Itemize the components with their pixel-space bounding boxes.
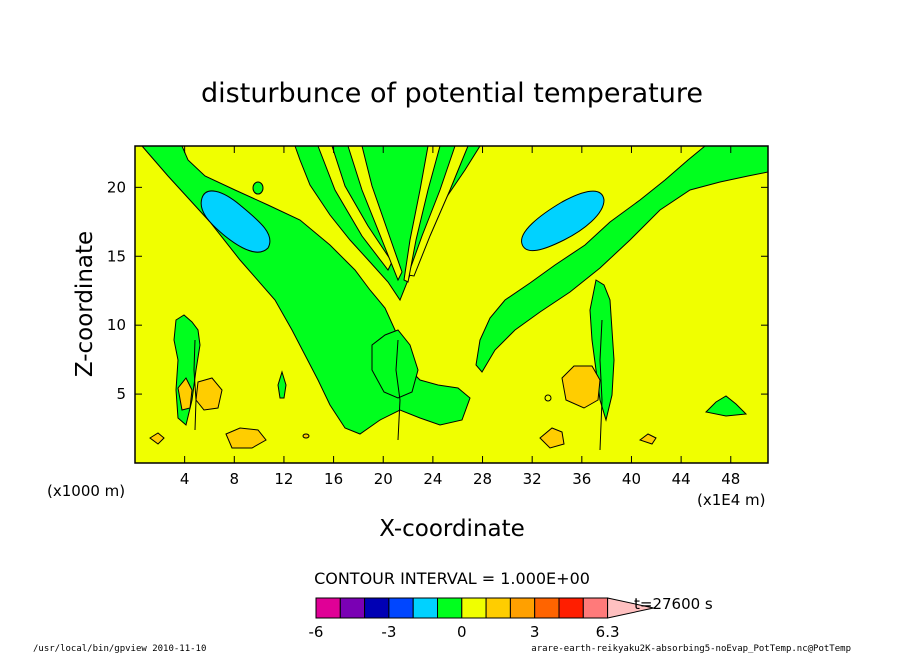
green-patch-small <box>277 370 287 399</box>
x-tick-label: 4 <box>180 470 190 488</box>
x-tick-label: 16 <box>324 470 343 488</box>
green-patch-mid <box>371 329 419 399</box>
colorbar-swatch <box>388 597 414 619</box>
x-tick-label: 32 <box>523 470 542 488</box>
y-unit-note: (x1000 m) <box>47 482 125 500</box>
x-tick-label: 12 <box>274 470 293 488</box>
x-tick-label: 8 <box>230 470 240 488</box>
colorbar-swatch <box>509 597 536 619</box>
vertical-streak-mid <box>395 339 401 441</box>
y-tick-label: 15 <box>107 247 126 265</box>
colorbar-swatch <box>582 597 609 619</box>
green-patch-far-right <box>704 395 748 417</box>
contour-speck <box>252 181 264 195</box>
colorbar-swatch <box>534 597 560 619</box>
colorbar-swatch <box>485 597 511 619</box>
orange-patch-right-3 <box>638 433 657 445</box>
colorbar-swatch <box>315 597 341 619</box>
x-tick-label: 48 <box>721 470 740 488</box>
colorbar-swatch <box>461 597 487 619</box>
colorbar-swatch <box>558 597 584 619</box>
colorbar-overflow-triangle <box>607 597 654 619</box>
y-axis-label: Z-coordinate <box>72 231 98 377</box>
footer-right: arare-earth-reikyaku2K-absorbing5-noEvap… <box>531 644 851 654</box>
colorbar-label: 0 <box>457 623 467 641</box>
colorbar-swatch <box>339 597 366 619</box>
orange-patch-right-2 <box>539 427 565 449</box>
colorbar-label: 3 <box>530 623 540 641</box>
time-label: t=27600 s <box>634 595 713 613</box>
yellow-fan-stripe-3 <box>407 145 469 277</box>
y-tick-label: 10 <box>107 316 126 334</box>
cyan-left-lens <box>200 190 271 253</box>
colorbar-label: -3 <box>381 623 396 641</box>
x-tick-label: 28 <box>473 470 492 488</box>
contour-speck <box>302 433 310 439</box>
green-patch-right <box>589 279 615 422</box>
contour-speck <box>544 394 552 402</box>
colorbar-swatch <box>412 597 439 619</box>
x-tick-label: 20 <box>374 470 393 488</box>
colorbar-swatch <box>437 597 463 619</box>
colorbar <box>315 597 654 619</box>
x-tick-label: 36 <box>572 470 591 488</box>
yellow-fan-stripe-4 <box>403 145 441 283</box>
colorbar-label: 6.3 <box>596 623 620 641</box>
orange-patch-left-1 <box>177 377 193 411</box>
x-axis-label: X-coordinate <box>379 516 525 542</box>
x-tick-label: 24 <box>423 470 442 488</box>
colorbar-labels: -6 -3 0 3 6.3 <box>309 623 620 641</box>
vertical-streak-right <box>599 319 603 451</box>
x-unit-note: (x1E4 m) <box>697 491 766 509</box>
plot-frame <box>134 145 769 464</box>
chart-title: disturbunce of potential temperature <box>201 78 703 109</box>
yellow-fan-stripe-2 <box>347 145 403 282</box>
colorbar-label: -6 <box>309 623 324 641</box>
green-right-wedge <box>475 145 769 373</box>
x-axis-ticks: 4 8 12 16 20 24 28 32 36 40 44 48 <box>180 146 740 488</box>
contour-interval: CONTOUR INTERVAL = 1.000E+00 <box>314 569 590 588</box>
y-tick-label: 20 <box>107 178 126 196</box>
colorbar-swatch <box>364 597 390 619</box>
x-tick-label: 40 <box>622 470 641 488</box>
orange-patch-right-1 <box>561 365 601 409</box>
y-axis-ticks: 5 10 15 20 <box>107 178 768 403</box>
vertical-streak-left <box>193 339 197 431</box>
y-tick-label: 5 <box>116 385 126 403</box>
orange-patch-bottom-left <box>225 427 267 449</box>
x-tick-label: 44 <box>672 470 691 488</box>
footer-left: /usr/local/bin/gpview 2010-11-10 <box>33 644 206 654</box>
cyan-right-lens <box>521 190 605 252</box>
orange-patch-far-left <box>149 432 165 445</box>
